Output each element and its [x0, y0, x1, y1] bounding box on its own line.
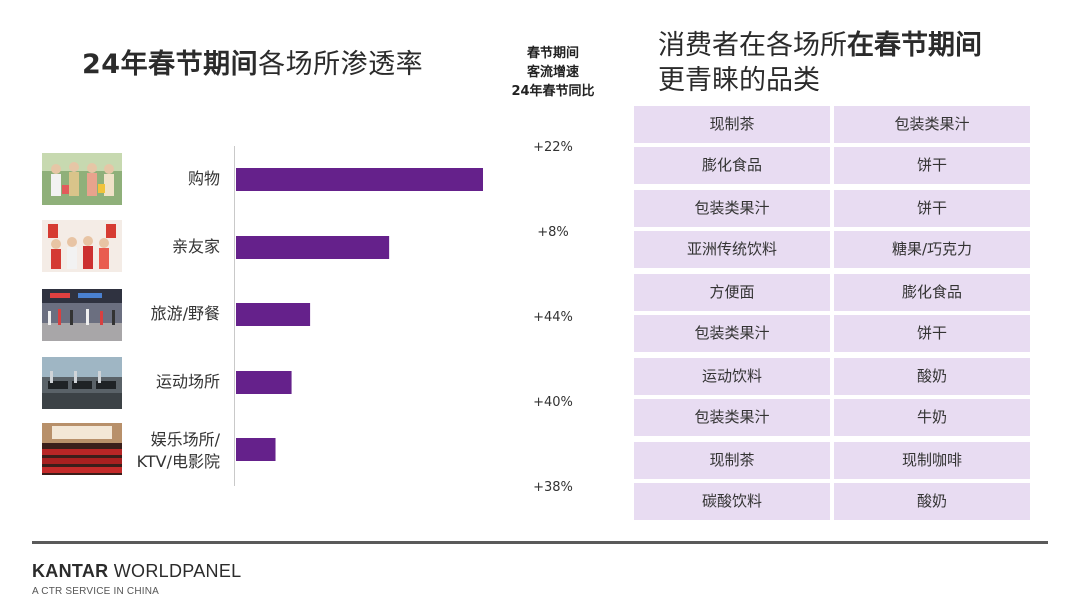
preferred-category-cell: 包装类果汁 [634, 315, 830, 352]
category-label-sports: 运动场所 [155, 372, 220, 391]
preferred-category-cell: 运动饮料 [634, 358, 830, 395]
brand-subtitle: A CTR SERVICE IN CHINA [32, 586, 160, 597]
preferred-category-cell: 膨化食品 [634, 147, 830, 184]
shopping-photo [42, 153, 122, 205]
right-title-line2: 更青睐的品类 [658, 65, 820, 96]
preferred-category-cell: 包装类果汁 [634, 190, 830, 227]
bar-1 [236, 236, 390, 259]
preferred-category-cell: 饼干 [834, 315, 1030, 352]
chart-axis-line [234, 146, 235, 486]
growth-label: +40% [533, 395, 573, 410]
growth-column-header: 春节期间 客流增速 24年春节同比 [498, 44, 608, 101]
left-chart-title: 24年春节期间各场所渗透率 [82, 42, 423, 81]
preferred-category-cell: 糖果/巧克力 [834, 231, 1030, 268]
growth-header-line3: 24年春节同比 [511, 84, 595, 99]
category-label-shopping: 购物 [187, 169, 220, 188]
preferred-category-cell: 现制茶 [634, 106, 830, 143]
bar-4 [236, 438, 276, 461]
category-label-travel: 旅游/野餐 [150, 304, 220, 323]
preferred-category-cell: 方便面 [634, 274, 830, 311]
preferred-category-cell: 现制茶 [634, 442, 830, 479]
right-table-title: 消费者在各场所在春节期间 更青睐的品类 [658, 28, 982, 98]
left-title-bold: 24年春节期间 [82, 49, 259, 80]
growth-label: +38% [533, 480, 573, 495]
right-title-line1: 消费者在各场所在春节期间 [658, 28, 982, 63]
preferred-category-cell: 亚洲传统饮料 [634, 231, 830, 268]
category-label-entertainment: 娱乐场所/ KTV/电影院 [136, 430, 220, 471]
growth-header-line2: 客流增速 [526, 65, 579, 80]
footer-divider [32, 541, 1048, 544]
bar-3 [236, 371, 292, 394]
family-visit-photo [42, 220, 122, 272]
category-label-family: 亲友家 [171, 237, 220, 256]
growth-label: +22% [533, 140, 573, 155]
preferred-category-cell: 酸奶 [834, 483, 1030, 520]
bar-0 [236, 168, 483, 191]
preferred-category-cell: 包装类果汁 [634, 399, 830, 436]
station-travel-photo [42, 289, 122, 341]
cinema-photo [42, 423, 122, 475]
preferred-category-cell: 牛奶 [834, 399, 1030, 436]
brand-worldpanel: WORLDPANEL [108, 561, 242, 581]
preferred-category-cell: 包装类果汁 [834, 106, 1030, 143]
preferred-category-cell: 饼干 [834, 190, 1030, 227]
gym-photo [42, 357, 122, 409]
preferred-category-cell: 碳酸饮料 [634, 483, 830, 520]
right-title-bold: 在春节期间 [847, 30, 982, 61]
preferred-category-cell: 酸奶 [834, 358, 1030, 395]
brand-logo: KANTAR WORLDPANEL [32, 561, 241, 582]
growth-header-line1: 春节期间 [526, 46, 579, 61]
left-title-normal: 各场所渗透率 [258, 49, 424, 80]
bar-2 [236, 303, 311, 326]
growth-label: +44% [533, 310, 573, 325]
preferred-category-cell: 膨化食品 [834, 274, 1030, 311]
brand-kantar: KANTAR [32, 561, 109, 581]
growth-label: +8% [537, 225, 569, 240]
preferred-category-cell: 饼干 [834, 147, 1030, 184]
right-title-normal: 消费者在各场所 [658, 30, 847, 61]
preferred-category-cell: 现制咖啡 [834, 442, 1030, 479]
